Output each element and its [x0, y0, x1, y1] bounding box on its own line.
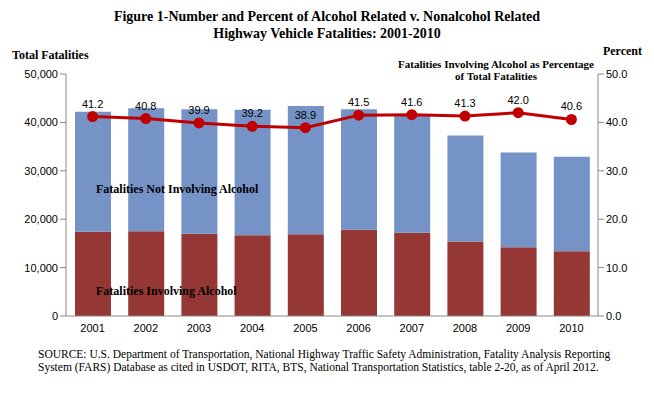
html-text:Total Fatalities: Total Fatalities: [12, 48, 89, 62]
svg-text:38.9: 38.9: [295, 109, 316, 121]
svg-text:20,000: 20,000: [24, 213, 58, 225]
html-text:Fatalities Involving Alcohol a: Fatalities Involving Alcohol as Percenta…: [398, 58, 594, 82]
svg-text:0.0: 0.0: [606, 310, 621, 322]
svg-text:10,000: 10,000: [24, 262, 58, 274]
svg-text:41.5: 41.5: [348, 96, 369, 108]
svg-text:2010: 2010: [559, 322, 583, 334]
svg-text:20.0: 20.0: [606, 213, 627, 225]
html-text:Fatalities Not Involving Alcoh: Fatalities Not Involving Alcohol: [96, 181, 259, 196]
svg-text:42.0: 42.0: [507, 94, 528, 106]
svg-text:2008: 2008: [453, 322, 477, 334]
svg-text:0: 0: [52, 310, 58, 322]
svg-text:41.3: 41.3: [454, 97, 475, 109]
svg-text:39.9: 39.9: [188, 104, 209, 116]
html-text:Percent: Percent: [602, 44, 642, 58]
svg-text:40.0: 40.0: [606, 116, 627, 128]
svg-text:30.0: 30.0: [606, 165, 627, 177]
svg-text:50.0: 50.0: [606, 68, 627, 80]
svg-text:2006: 2006: [346, 322, 370, 334]
svg-text:40,000: 40,000: [24, 116, 58, 128]
svg-text:41.6: 41.6: [401, 96, 422, 108]
svg-text:41.2: 41.2: [82, 98, 103, 110]
svg-text:2007: 2007: [400, 322, 424, 334]
svg-text:50,000: 50,000: [24, 68, 58, 80]
svg-text:30,000: 30,000: [24, 165, 58, 177]
svg-text:10.0: 10.0: [606, 262, 627, 274]
html-text:SOURCE: U.S. Department of Tra: SOURCE: U.S. Department of Transportatio…: [38, 348, 611, 373]
svg-text:39.2: 39.2: [241, 107, 262, 119]
svg-text:40.8: 40.8: [135, 100, 156, 112]
svg-text:40.6: 40.6: [561, 100, 582, 112]
svg-text:2001: 2001: [80, 322, 104, 334]
html-text:Fatalities Involving Alcohol: Fatalities Involving Alcohol: [96, 284, 237, 299]
svg-text:2004: 2004: [240, 322, 264, 334]
svg-text:2003: 2003: [187, 322, 211, 334]
svg-text:2002: 2002: [134, 322, 158, 334]
html-text:Figure 1-Number and Percent of: Figure 1-Number and Percent of Alcohol R…: [113, 9, 541, 41]
svg-text:2009: 2009: [506, 322, 530, 334]
svg-text:2005: 2005: [293, 322, 317, 334]
